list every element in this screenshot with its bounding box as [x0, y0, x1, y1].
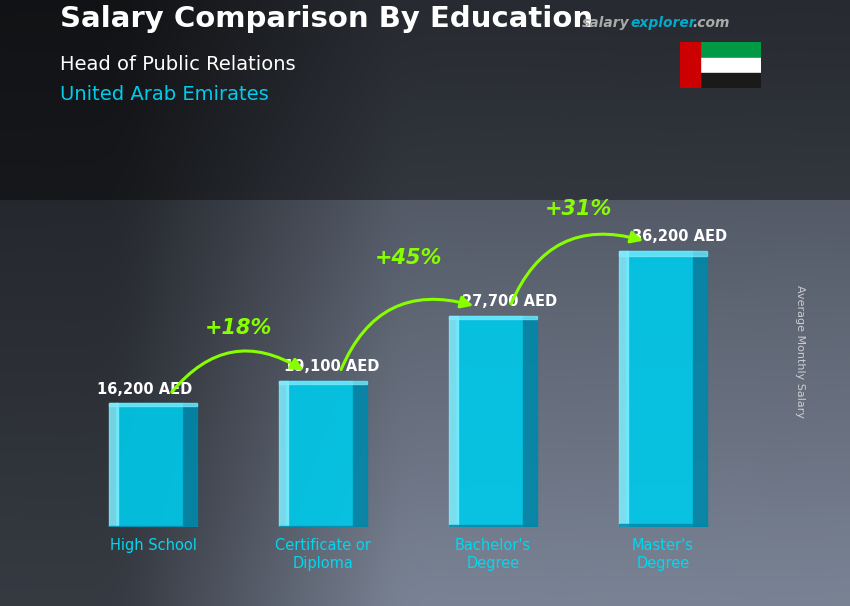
Bar	[109, 404, 117, 527]
Bar	[279, 381, 287, 527]
Text: +18%: +18%	[204, 318, 272, 338]
Bar	[116, 404, 183, 527]
Text: Salary Comparison By Education: Salary Comparison By Education	[60, 5, 592, 33]
Bar	[680, 42, 700, 88]
Bar	[680, 58, 761, 73]
Text: 19,100 AED: 19,100 AED	[284, 359, 379, 375]
Bar	[680, 73, 761, 88]
Text: 16,200 AED: 16,200 AED	[97, 382, 192, 396]
Text: +31%: +31%	[544, 199, 612, 219]
Bar	[449, 316, 537, 319]
Bar	[353, 381, 367, 527]
Bar	[449, 316, 457, 527]
Bar	[680, 42, 761, 58]
Bar	[626, 251, 693, 527]
Bar	[449, 525, 537, 527]
Bar	[693, 251, 707, 527]
Bar	[279, 526, 367, 527]
Text: 27,700 AED: 27,700 AED	[462, 294, 558, 308]
Text: United Arab Emirates: United Arab Emirates	[60, 85, 269, 104]
Bar	[279, 381, 367, 384]
Text: .com: .com	[693, 16, 730, 30]
Bar	[619, 524, 707, 527]
Text: Average Monthly Salary: Average Monthly Salary	[795, 285, 805, 418]
Bar	[109, 526, 197, 527]
Bar	[183, 404, 197, 527]
Bar	[456, 316, 523, 527]
Text: explorer: explorer	[631, 16, 696, 30]
Bar	[286, 381, 353, 527]
Text: salary: salary	[582, 16, 630, 30]
FancyArrowPatch shape	[172, 351, 301, 392]
FancyArrowPatch shape	[341, 298, 470, 370]
Bar	[619, 251, 627, 527]
Bar	[523, 316, 537, 527]
Bar	[109, 404, 197, 405]
Text: +45%: +45%	[374, 248, 442, 268]
Bar	[619, 251, 707, 256]
FancyArrowPatch shape	[511, 232, 640, 304]
Text: Head of Public Relations: Head of Public Relations	[60, 55, 295, 74]
Text: 36,200 AED: 36,200 AED	[632, 228, 728, 244]
